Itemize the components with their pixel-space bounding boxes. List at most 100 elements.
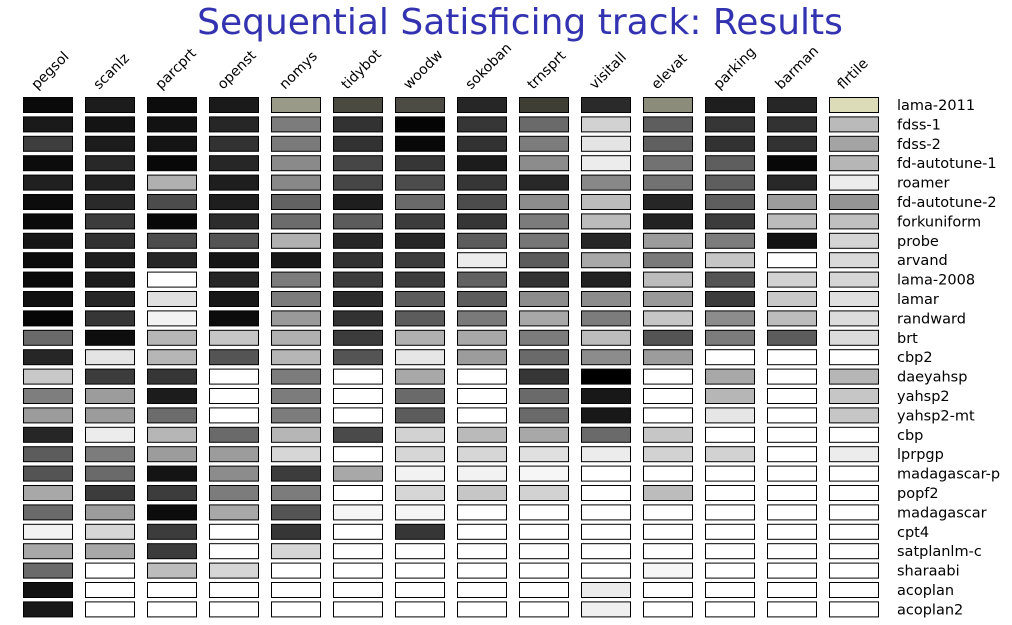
- cell-randward-sokoban: [457, 310, 507, 327]
- cell-lama-2008-trnsprt: [519, 271, 569, 288]
- cell-probe-parcprt: [147, 232, 197, 249]
- row-label-fd-autotune-2: fd-autotune-2: [897, 195, 997, 211]
- cell-yahsp2-mt-woodw: [395, 407, 445, 424]
- cell-cbp2-parcprt: [147, 349, 197, 366]
- cell-forkuniform-woodw: [395, 213, 445, 230]
- cell-lama-2011-woodw: [395, 97, 445, 113]
- cell-madagascar-p-visitall: [581, 465, 631, 482]
- cell-lamar-flrtile: [829, 291, 879, 307]
- row-label-arvand: arvand: [897, 253, 948, 269]
- cell-probe-elevat: [643, 232, 693, 249]
- cell-brt-flrtile: [829, 329, 879, 346]
- row-label-lama-2011: lama-2011: [897, 98, 975, 114]
- cell-yahsp2-openst: [209, 388, 259, 404]
- cell-forkuniform-pegsol: [23, 213, 73, 230]
- cell-arvand-sokoban: [457, 252, 507, 269]
- cell-madagascar-p-pegsol: [23, 465, 73, 482]
- cell-popf2-nomys: [271, 485, 321, 501]
- cell-randward-trnsprt: [519, 310, 569, 327]
- cell-roamer-openst: [209, 174, 259, 191]
- cell-lprpgp-nomys: [271, 446, 321, 463]
- cell-yahsp2-mt-trnsprt: [519, 407, 569, 424]
- cell-randward-scanlz: [85, 310, 135, 327]
- cell-randward-flrtile: [829, 310, 879, 327]
- cell-roamer-trnsprt: [519, 174, 569, 191]
- chart-title: Sequential Satisficing track: Results: [197, 2, 843, 43]
- cell-forkuniform-visitall: [581, 213, 631, 230]
- cell-yahsp2-barman: [767, 388, 817, 404]
- cell-lama-2008-woodw: [395, 271, 445, 288]
- cell-daeyahsp-parking: [705, 368, 755, 385]
- cell-cbp-openst: [209, 426, 259, 443]
- cell-yahsp2-mt-visitall: [581, 407, 631, 424]
- cell-brt-woodw: [395, 329, 445, 346]
- cell-forkuniform-parcprt: [147, 213, 197, 230]
- cell-forkuniform-flrtile: [829, 213, 879, 230]
- cell-yahsp2-elevat: [643, 388, 693, 404]
- cell-satplanlm-c-elevat: [643, 543, 693, 560]
- cell-popf2-parking: [705, 485, 755, 501]
- cell-cbp2-woodw: [395, 349, 445, 366]
- cell-fd-autotune-2-parcprt: [147, 194, 197, 210]
- cell-satplanlm-c-nomys: [271, 543, 321, 560]
- cell-fd-autotune-1-trnsprt: [519, 155, 569, 172]
- row-label-acoplan2: acoplan2: [897, 602, 963, 618]
- cell-madagascar-p-nomys: [271, 465, 321, 482]
- cell-arvand-woodw: [395, 252, 445, 269]
- column-label-visitall: visitall: [587, 50, 630, 93]
- cell-fdss-2-scanlz: [85, 135, 135, 152]
- cell-fdss-2-parcprt: [147, 135, 197, 152]
- cell-brt-parking: [705, 329, 755, 346]
- cell-cbp2-elevat: [643, 349, 693, 366]
- cell-lama-2008-tidybot: [333, 271, 383, 288]
- cell-probe-barman: [767, 232, 817, 249]
- cell-lamar-trnsprt: [519, 291, 569, 307]
- cell-daeyahsp-nomys: [271, 368, 321, 385]
- row-label-popf2: popf2: [897, 486, 939, 502]
- cell-fdss-1-barman: [767, 116, 817, 133]
- row-label-satplanlm-c: satplanlm-c: [897, 544, 982, 560]
- cell-cbp-nomys: [271, 426, 321, 443]
- cell-yahsp2-mt-nomys: [271, 407, 321, 424]
- row-label-cbp: cbp: [897, 428, 923, 444]
- cell-cbp-barman: [767, 426, 817, 443]
- cell-fdss-1-scanlz: [85, 116, 135, 133]
- cell-lprpgp-tidybot: [333, 446, 383, 463]
- cell-fd-autotune-1-flrtile: [829, 155, 879, 172]
- cell-fdss-2-trnsprt: [519, 135, 569, 152]
- cell-probe-nomys: [271, 232, 321, 249]
- cell-madagascar-elevat: [643, 504, 693, 521]
- cell-roamer-elevat: [643, 174, 693, 191]
- cell-popf2-barman: [767, 485, 817, 501]
- cell-sharaabi-openst: [209, 562, 259, 579]
- cell-daeyahsp-tidybot: [333, 368, 383, 385]
- cell-arvand-parcprt: [147, 252, 197, 269]
- cell-randward-visitall: [581, 310, 631, 327]
- cell-randward-tidybot: [333, 310, 383, 327]
- cell-lprpgp-visitall: [581, 446, 631, 463]
- cell-cbp-scanlz: [85, 426, 135, 443]
- cell-popf2-pegsol: [23, 485, 73, 501]
- cell-daeyahsp-elevat: [643, 368, 693, 385]
- cell-fdss-1-tidybot: [333, 116, 383, 133]
- cell-lamar-barman: [767, 291, 817, 307]
- cell-daeyahsp-visitall: [581, 368, 631, 385]
- cell-sharaabi-nomys: [271, 562, 321, 579]
- cell-fd-autotune-2-barman: [767, 194, 817, 210]
- cell-cbp2-tidybot: [333, 349, 383, 366]
- cell-fdss-1-visitall: [581, 116, 631, 133]
- cell-lama-2008-parking: [705, 271, 755, 288]
- cell-forkuniform-parking: [705, 213, 755, 230]
- cell-cbp2-barman: [767, 349, 817, 366]
- column-label-woodw: woodw: [401, 47, 447, 93]
- cell-lamar-elevat: [643, 291, 693, 307]
- cell-yahsp2-mt-tidybot: [333, 407, 383, 424]
- cell-satplanlm-c-flrtile: [829, 543, 879, 560]
- column-label-parking: parking: [711, 44, 760, 93]
- cell-fd-autotune-1-woodw: [395, 155, 445, 172]
- cell-popf2-parcprt: [147, 485, 197, 501]
- cell-fd-autotune-1-tidybot: [333, 155, 383, 172]
- cell-lama-2011-barman: [767, 97, 817, 113]
- cell-madagascar-parcprt: [147, 504, 197, 521]
